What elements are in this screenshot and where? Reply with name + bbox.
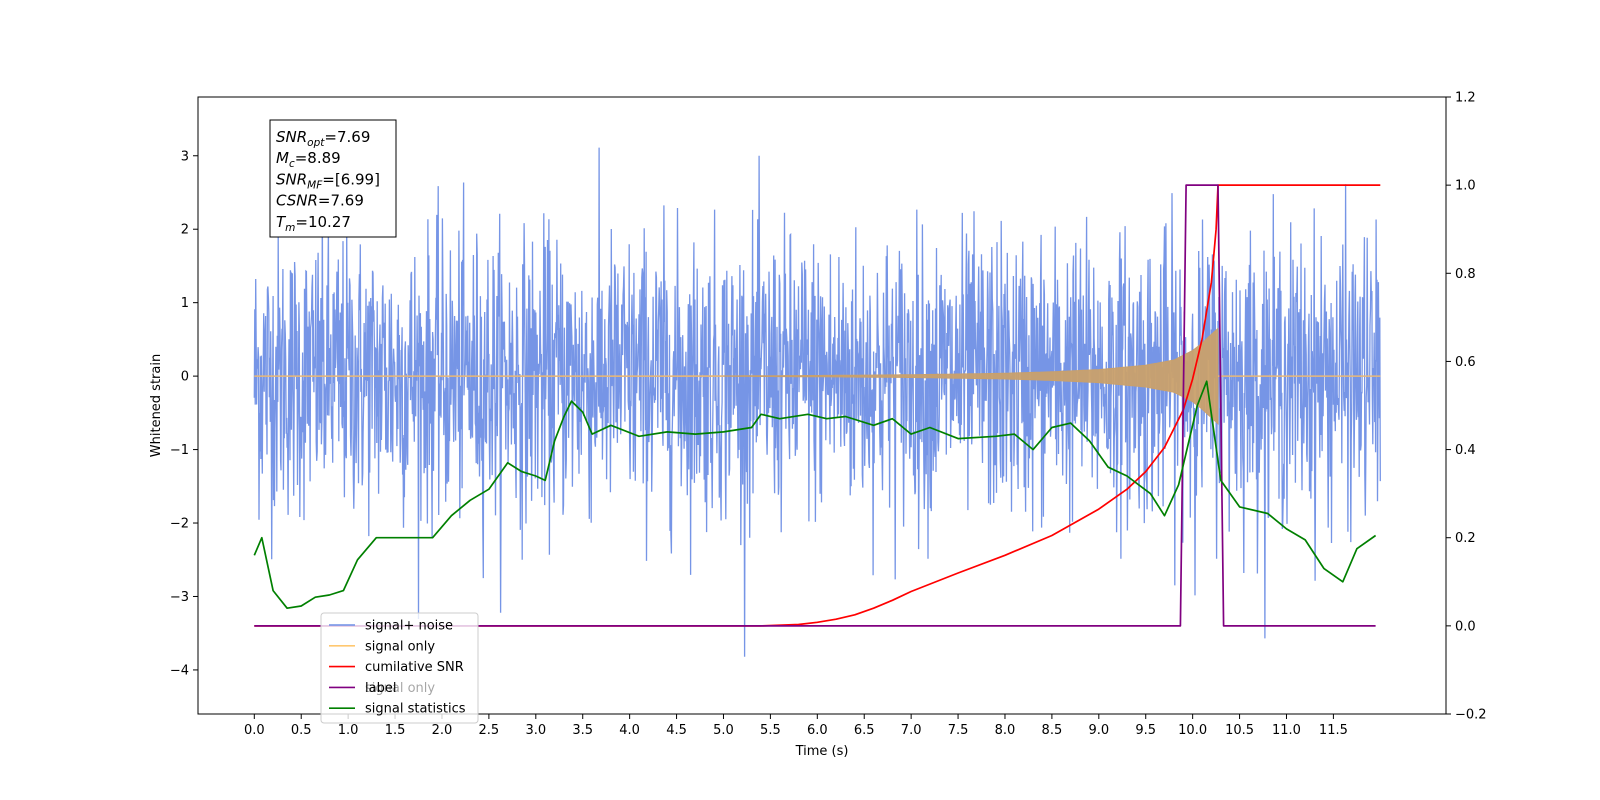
plot-area (253, 147, 1381, 657)
x-tick-label: 0.0 (244, 723, 265, 738)
annotation-symbol: T (276, 213, 287, 231)
series-signal-statistics (253, 380, 1377, 610)
y2-tick-label: 0.8 (1455, 267, 1476, 282)
annotation-symbol: CSNR (276, 192, 318, 210)
y-tick-label: −4 (170, 663, 189, 678)
x-tick-label: 7.5 (948, 723, 969, 738)
x-tick-label: 9.0 (1088, 723, 1109, 738)
annotation-symbol: SNR (276, 170, 307, 188)
y2-tick-label: −0.2 (1455, 708, 1487, 723)
y2-tick-label: 0.2 (1455, 531, 1476, 546)
axes-frame (197, 96, 1447, 715)
series-cumulative-snr (254, 184, 1381, 627)
legend-entry-label: signal statistics (365, 702, 466, 717)
y-tick-label: 1 (181, 296, 189, 311)
annotation-frame (269, 119, 397, 238)
legend-entry-label: label (365, 681, 396, 696)
x-tick-label: 11.0 (1272, 723, 1301, 738)
x-tick-label: 4.5 (666, 723, 687, 738)
annotation-symbol: M (276, 149, 289, 167)
x-tick-label: 11.5 (1319, 723, 1348, 738)
annotation-line: Mc=8.89 (276, 149, 341, 170)
annotation-line: SNRMF=[6.99] (276, 170, 380, 191)
y-tick-label: 3 (181, 149, 189, 164)
y-tick-label: −2 (170, 517, 189, 532)
x-tick-label: 1.0 (338, 723, 359, 738)
annotation-value: =[6.99] (322, 170, 380, 188)
y-tick-label: −1 (170, 443, 189, 458)
x-tick-label: 6.0 (807, 723, 828, 738)
annotation-value: =7.69 (318, 192, 364, 210)
y-axis-label: Whitened strain (149, 354, 164, 457)
y-tick-label: −3 (170, 590, 189, 605)
y2-tick-label: 1.0 (1455, 179, 1476, 194)
x-tick-label: 1.5 (385, 723, 406, 738)
series-label (254, 184, 1376, 627)
annotation-subscript: opt (307, 137, 325, 149)
legend-frame (320, 612, 479, 724)
x-tick-label: 10.0 (1178, 723, 1207, 738)
x-tick-label: 4.0 (619, 723, 640, 738)
x-tick-label: 3.0 (525, 723, 546, 738)
annotation-line: SNRopt=7.69 (276, 128, 370, 149)
x-tick-label: 5.0 (713, 723, 734, 738)
x-tick-label: 9.5 (1135, 723, 1156, 738)
annotation-box: SNRopt=7.69Mc=8.89SNRMF=[6.99]CSNR=7.69T… (269, 119, 397, 238)
x-tick-label: 6.5 (854, 723, 875, 738)
x-axis: 0.0 0.5 1.0 1.5 2.0 2.5 3.0 3.5 4.0 4.5 5.0 5.5 6.0 6… (244, 714, 1348, 738)
y-axis-left: 3 2 1 0 −1 −2 −3 −4 (170, 149, 198, 678)
x-tick-label: 8.0 (995, 723, 1016, 738)
y2-tick-label: 0.6 (1455, 355, 1476, 370)
x-tick-label: 0.5 (291, 723, 312, 738)
x-tick-label: 10.5 (1225, 723, 1254, 738)
x-tick-label: 7.0 (901, 723, 922, 738)
x-tick-label: 2.5 (479, 723, 500, 738)
x-axis-label: Time (s) (795, 744, 849, 759)
legend-entry-label: signal+ noise (365, 619, 453, 634)
annotation-value: =10.27 (295, 213, 351, 231)
x-tick-label: 5.5 (760, 723, 781, 738)
legend-entry-label: cumilative SNR (365, 660, 464, 675)
annotation-subscript: MF (307, 179, 323, 191)
legend-entry-label: signal only (365, 639, 435, 654)
annotation-line: CSNR=7.69 (276, 192, 364, 210)
legend-hidden-entry: signal only (365, 681, 435, 696)
y-tick-label: 0 (181, 370, 189, 385)
annotation-subscript: m (285, 222, 295, 234)
annotation-line: Tm=10.27 (276, 213, 351, 234)
annotation-symbol: SNR (276, 128, 307, 146)
annotation-value: =7.69 (324, 128, 370, 146)
legend: signal only signal+ noise signal only cumil… (320, 612, 479, 724)
y-axis-right: 1.2 1.0 0.8 0.6 0.4 0.2 0.0 −0.2 (1446, 91, 1487, 723)
y2-tick-label: 0.0 (1455, 619, 1476, 634)
x-tick-label: 3.5 (572, 723, 593, 738)
annotation-value: =8.89 (295, 149, 341, 167)
x-tick-label: 8.5 (1042, 723, 1063, 738)
y-tick-label: 2 (181, 223, 189, 238)
x-tick-label: 2.0 (432, 723, 453, 738)
y2-tick-label: 0.4 (1455, 443, 1476, 458)
y2-tick-label: 1.2 (1455, 91, 1476, 106)
annotation-subscript: c (289, 158, 295, 170)
